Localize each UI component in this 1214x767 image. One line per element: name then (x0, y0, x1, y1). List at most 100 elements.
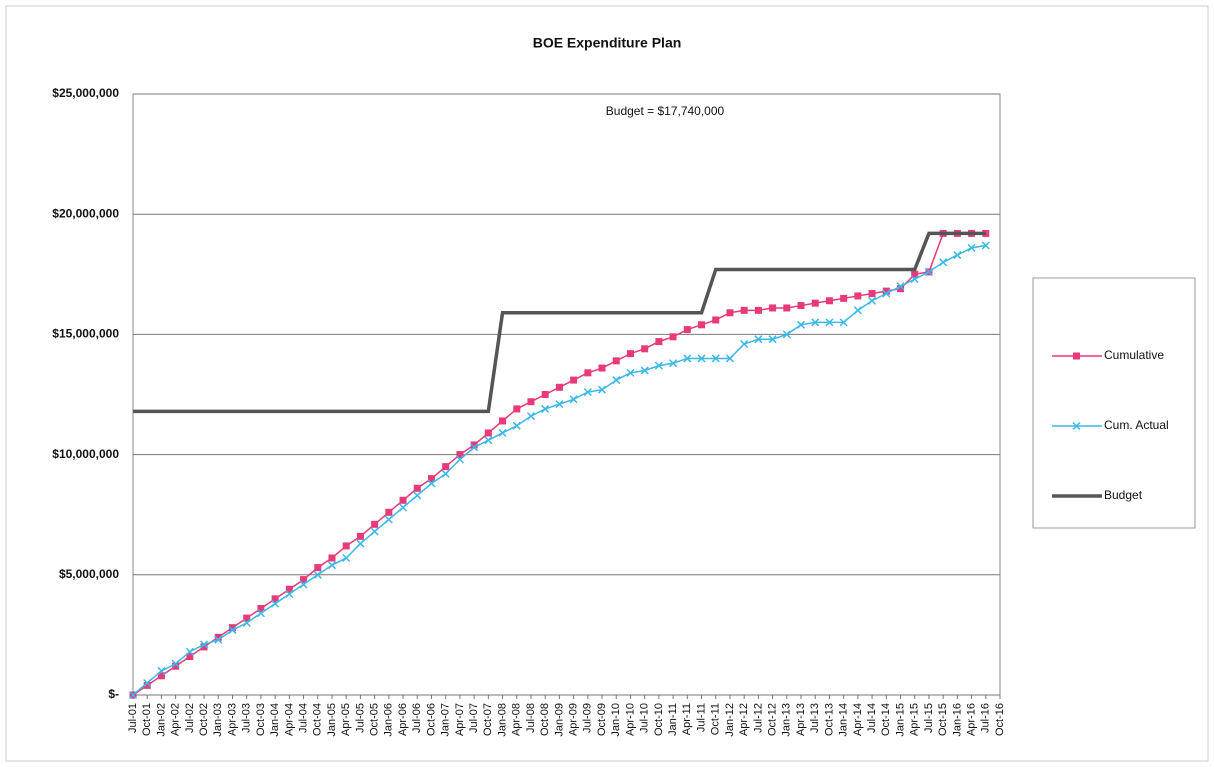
marker (413, 491, 422, 500)
x-tick-label: Apr-12 (738, 703, 750, 736)
marker (640, 366, 649, 375)
x-tick-label: Jul-10 (639, 703, 651, 733)
marker (598, 385, 607, 394)
marker (285, 590, 294, 599)
marker (143, 678, 152, 688)
marker (399, 503, 408, 512)
marker (669, 359, 678, 368)
marker (555, 383, 563, 391)
x-tick-label: Oct-06 (425, 703, 437, 736)
marker (740, 306, 748, 314)
marker (371, 520, 379, 528)
marker (911, 270, 919, 278)
marker (228, 626, 237, 635)
marker (484, 436, 493, 445)
marker (797, 302, 805, 310)
marker (313, 570, 322, 579)
marker (327, 561, 337, 570)
legend-label: Cumulative (1104, 348, 1164, 362)
marker (271, 595, 279, 603)
marker (868, 296, 877, 305)
marker (641, 345, 649, 353)
marker (186, 653, 194, 661)
marker (370, 527, 379, 536)
x-tick-label: Oct-13 (823, 703, 835, 736)
x-tick-label: Oct-08 (539, 703, 551, 736)
x-tick-label: Jul-14 (866, 703, 878, 733)
marker (300, 576, 308, 584)
x-tick-label: Jan-06 (383, 703, 395, 737)
x-tick-label: Apr-03 (226, 703, 238, 736)
marker (697, 354, 706, 363)
marker (725, 354, 734, 363)
marker (513, 405, 521, 413)
marker (541, 391, 549, 398)
series-line (133, 231, 986, 414)
marker (256, 609, 265, 618)
x-tick-label: Oct-07 (482, 703, 494, 736)
marker (783, 304, 791, 312)
marker (441, 469, 450, 478)
marker (427, 479, 436, 488)
y-tick-label: $10,000,000 (52, 447, 119, 461)
x-tick-label: Oct-10 (653, 703, 665, 736)
marker (953, 251, 962, 260)
marker (754, 306, 762, 314)
marker (768, 335, 777, 344)
x-tick-label: Oct-11 (710, 703, 722, 735)
marker (584, 369, 592, 377)
marker (811, 318, 820, 327)
marker (570, 376, 578, 384)
marker (598, 364, 606, 372)
marker (924, 267, 933, 276)
y-tick-label: $5,000,000 (59, 567, 119, 581)
x-tick-label: Oct-01 (141, 703, 153, 736)
marker (214, 635, 223, 644)
marker (711, 354, 720, 363)
marker (214, 633, 222, 641)
marker (271, 599, 280, 608)
marker (512, 421, 521, 430)
x-tick-label: Jan-11 (667, 703, 679, 736)
chart-title: BOE Expenditure Plan (533, 35, 682, 51)
marker (526, 412, 535, 421)
x-tick-label: Apr-08 (511, 703, 523, 736)
marker (143, 681, 151, 689)
marker (171, 659, 180, 668)
marker (612, 376, 621, 385)
marker (882, 287, 890, 295)
marker (669, 333, 677, 341)
marker (342, 542, 350, 550)
legend-marker (1072, 421, 1081, 431)
marker (299, 580, 308, 589)
x-tick-label: Jul-08 (525, 703, 537, 733)
marker (853, 306, 862, 315)
x-tick-label: Oct-05 (369, 703, 381, 736)
marker (314, 564, 322, 572)
marker (654, 361, 663, 370)
x-tick-label: Apr-14 (852, 703, 864, 736)
x-tick-label: Jul-07 (468, 703, 480, 733)
x-tick-label: Jan-14 (838, 703, 850, 737)
marker (612, 357, 620, 365)
marker (455, 455, 464, 464)
marker (499, 417, 507, 425)
x-tick-label: Jan-07 (440, 703, 452, 737)
legend-label: Budget (1104, 488, 1143, 502)
marker (839, 318, 848, 327)
marker (484, 429, 492, 437)
x-tick-label: Apr-05 (340, 703, 352, 736)
marker (200, 643, 208, 651)
x-tick-label: Oct-14 (880, 703, 892, 736)
marker (698, 321, 706, 329)
marker (882, 289, 891, 298)
x-tick-label: Jan-03 (212, 703, 224, 737)
marker (356, 539, 365, 548)
marker (242, 618, 251, 627)
x-tick-label: Oct-03 (255, 703, 267, 736)
x-tick-label: Jul-11 (695, 703, 707, 732)
legend-label: Cum. Actual (1104, 418, 1169, 432)
marker (626, 350, 634, 358)
x-tick-label: Apr-11 (681, 703, 693, 735)
marker (825, 297, 833, 305)
